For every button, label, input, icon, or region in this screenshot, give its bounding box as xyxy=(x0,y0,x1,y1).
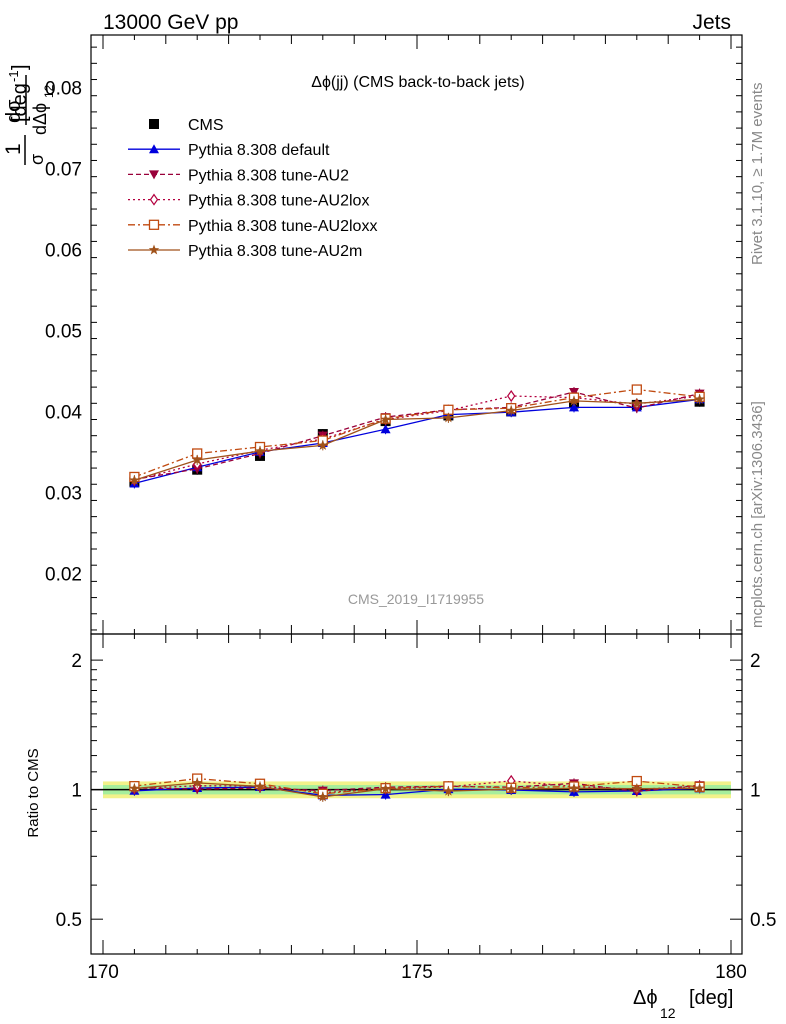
ratio-series-line xyxy=(134,786,700,796)
main-data-point xyxy=(380,424,391,434)
ratio-series-line xyxy=(134,782,700,798)
legend-entry-label: Pythia 8.308 tune-AU2 xyxy=(188,167,349,184)
legend-marker xyxy=(149,119,159,129)
ratio-series-group xyxy=(129,773,705,802)
main-y-ticks: 0.02 0.03 0.04 0.05 0.06 0.07 0.08 xyxy=(45,46,742,631)
ratio-y-tick-label-right: 2 xyxy=(750,651,761,672)
legend-marker xyxy=(148,219,160,230)
main-y-tick-label: 0.06 xyxy=(45,241,82,262)
main-data-point xyxy=(568,395,580,406)
main-series-line xyxy=(134,388,700,478)
energy-label: 13000 GeV pp xyxy=(103,11,238,34)
ylabel-unit-close: ] xyxy=(9,64,31,70)
ratio-y-tick-label: 1 xyxy=(71,781,82,802)
x-tick-label: 170 xyxy=(87,962,119,983)
main-y-tick-label: 0.08 xyxy=(45,79,82,100)
ylabel-subscript: 12 xyxy=(42,84,56,98)
ratio-data-point xyxy=(568,782,580,793)
main-y-tick-label: 0.03 xyxy=(45,483,82,504)
ylabel-dphi: dΔϕ xyxy=(30,103,50,135)
ratio-y-tick-label: 2 xyxy=(71,651,82,672)
x-tick-label: 175 xyxy=(401,962,433,983)
ylabel-sigma: σ xyxy=(27,154,47,165)
mcplots-label: mcplots.cern.ch [arXiv:1306.3436] xyxy=(749,401,766,628)
ratio-data-point xyxy=(443,785,454,796)
legend-entry-label: CMS xyxy=(188,117,224,134)
main-data-point xyxy=(380,413,391,424)
ylabel-unit-exponent: -1 xyxy=(6,70,21,82)
legend: CMS Pythia 8.308 default Pythia 8.308 tune… xyxy=(128,117,377,260)
main-y-tick-label: 0.02 xyxy=(45,564,82,585)
ratio-data-point xyxy=(380,783,391,794)
xlabel-subscript: 12 xyxy=(660,1005,676,1021)
ratio-y-tick-label: 0.5 xyxy=(56,910,82,931)
main-data-point xyxy=(631,397,643,408)
x-tick-label: 180 xyxy=(715,962,747,983)
process-label: Jets xyxy=(692,11,731,34)
rivet-version-label: Rivet 3.1.10, ≥ 1.7M events xyxy=(749,83,766,266)
main-series-line xyxy=(134,395,700,481)
main-data-point xyxy=(694,393,705,404)
legend-entry-label: Pythia 8.308 tune-AU2m xyxy=(188,243,362,260)
ratio-panel: 0.5 0.5 1 1 2 2 170 175 180 Ratio to CMS xyxy=(25,633,777,983)
legend-entry-label: Pythia 8.308 tune-AU2lox xyxy=(188,193,369,210)
main-data-point xyxy=(443,412,454,423)
main-data-point xyxy=(254,445,266,456)
ratio-x-ticks: 170 175 180 xyxy=(87,634,747,983)
ratio-y-ticks: 0.5 0.5 1 1 2 2 xyxy=(56,651,777,931)
ylabel-dsigma: dσ xyxy=(3,99,25,123)
ratio-y-tick-label-right: 0.5 xyxy=(750,910,776,931)
ratio-data-point xyxy=(254,781,266,791)
ratio-data-point xyxy=(631,783,643,794)
ylabel-unit: [deg xyxy=(9,83,31,122)
main-data-point xyxy=(129,474,140,485)
legend-marker xyxy=(149,144,159,154)
main-panel: 0.02 0.03 0.04 0.05 0.06 0.07 0.08 Δϕ(jj) (CMS… xyxy=(2,34,743,635)
main-y-tick-label: 0.07 xyxy=(45,160,82,181)
x-axis-label: Δϕ 12 [deg] xyxy=(633,987,733,1021)
main-x-ticks xyxy=(102,35,732,634)
ylabel-numerator-one: 1 xyxy=(2,143,25,155)
main-y-tick-label: 0.05 xyxy=(45,321,82,342)
ratio-series-line xyxy=(134,777,700,795)
main-series-line xyxy=(134,391,700,481)
main-data-point xyxy=(569,402,579,412)
ratio-data-point xyxy=(694,782,705,793)
main-y-tick-label: 0.04 xyxy=(45,402,82,423)
ratio-data-point xyxy=(129,783,140,793)
main-series-line xyxy=(134,398,700,485)
main-data-point xyxy=(317,439,329,450)
xlabel-delta-phi: Δϕ xyxy=(633,987,658,1009)
legend-entry-label: Pythia 8.308 default xyxy=(188,142,330,159)
chart-title: Δϕ(jj) (CMS back-to-back jets) xyxy=(311,74,524,91)
legend-entry-label: Pythia 8.308 tune-AU2loxx xyxy=(188,218,377,235)
analysis-label: CMS_2019_I1719955 xyxy=(348,591,484,607)
main-y-axis-label: 1 σ dσ dΔϕ 12 [deg -1 ] xyxy=(2,64,56,165)
ratio-y-tick-label-right: 1 xyxy=(750,781,761,802)
legend-marker xyxy=(149,170,159,180)
ratio-y-axis-label: Ratio to CMS xyxy=(25,748,42,837)
ratio-series-line xyxy=(134,782,700,793)
ratio-data-point xyxy=(191,777,203,788)
main-data-point xyxy=(506,389,516,403)
main-data-point xyxy=(631,384,642,395)
main-data-point xyxy=(505,405,517,416)
ratio-data-point xyxy=(505,783,517,794)
legend-marker xyxy=(148,244,160,255)
main-series-group xyxy=(129,384,705,489)
ratio-data-point xyxy=(317,791,329,802)
xlabel-unit: [deg] xyxy=(689,987,733,1009)
legend-marker xyxy=(149,193,159,206)
main-series-line xyxy=(134,398,700,481)
main-data-point xyxy=(191,454,203,465)
